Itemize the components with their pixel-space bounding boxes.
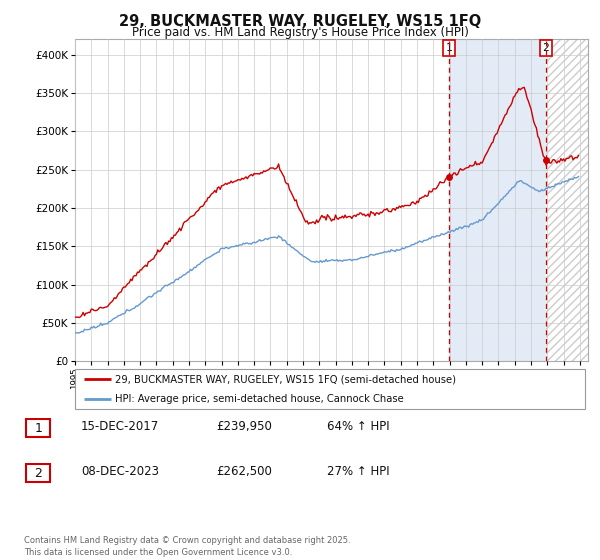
Text: 15-DEC-2017: 15-DEC-2017 (81, 420, 159, 433)
Bar (546, 39, 588, 361)
Text: £262,500: £262,500 (216, 465, 272, 478)
Text: 29, BUCKMASTER WAY, RUGELEY, WS15 1FQ (semi-detached house): 29, BUCKMASTER WAY, RUGELEY, WS15 1FQ (s… (115, 374, 456, 384)
Text: 2: 2 (34, 466, 43, 480)
Text: 1: 1 (34, 422, 43, 435)
Bar (449, 39, 546, 361)
Text: 64% ↑ HPI: 64% ↑ HPI (327, 420, 389, 433)
FancyBboxPatch shape (75, 369, 586, 409)
Text: 2: 2 (542, 43, 550, 53)
Text: £239,950: £239,950 (216, 420, 272, 433)
Text: 29, BUCKMASTER WAY, RUGELEY, WS15 1FQ: 29, BUCKMASTER WAY, RUGELEY, WS15 1FQ (119, 14, 481, 29)
Text: 27% ↑ HPI: 27% ↑ HPI (327, 465, 389, 478)
Text: 1: 1 (446, 43, 452, 53)
Text: Contains HM Land Registry data © Crown copyright and database right 2025.
This d: Contains HM Land Registry data © Crown c… (24, 536, 350, 557)
Bar (546, 39, 588, 361)
Text: 08-DEC-2023: 08-DEC-2023 (81, 465, 159, 478)
Text: HPI: Average price, semi-detached house, Cannock Chase: HPI: Average price, semi-detached house,… (115, 394, 404, 404)
FancyBboxPatch shape (26, 419, 50, 437)
FancyBboxPatch shape (26, 464, 50, 482)
Text: Price paid vs. HM Land Registry's House Price Index (HPI): Price paid vs. HM Land Registry's House … (131, 26, 469, 39)
